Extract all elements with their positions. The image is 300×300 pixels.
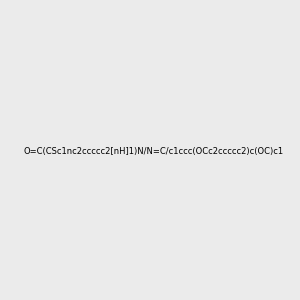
Text: O=C(CSc1nc2ccccc2[nH]1)N/N=C/c1ccc(OCc2ccccc2)c(OC)c1: O=C(CSc1nc2ccccc2[nH]1)N/N=C/c1ccc(OCc2c… xyxy=(24,147,284,156)
